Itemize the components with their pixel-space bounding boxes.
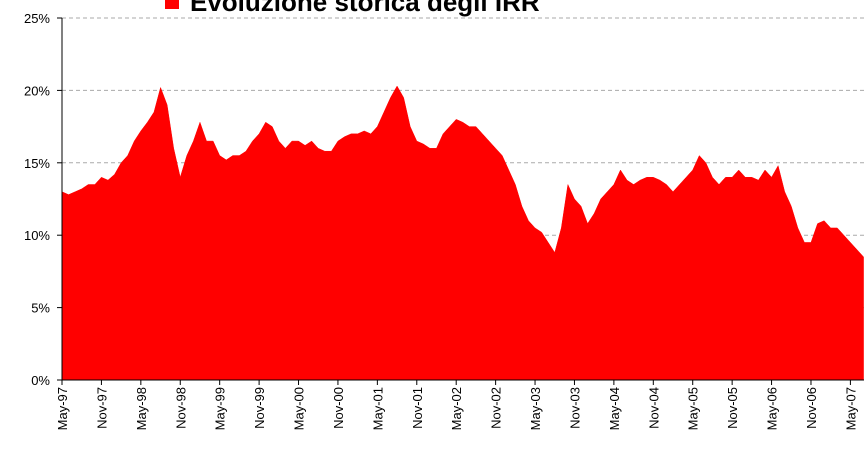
x-tick-label: May-98	[134, 387, 149, 430]
y-tick-label: 15%	[24, 156, 50, 171]
x-tick-label: May-05	[686, 387, 701, 430]
x-tick-label: May-02	[449, 387, 464, 430]
x-tick-label: May-97	[55, 387, 70, 430]
x-tick-label: Nov-97	[94, 387, 109, 429]
x-tick-label: Nov-02	[489, 387, 504, 429]
area	[61, 85, 864, 381]
x-tick-label: Nov-04	[646, 387, 661, 429]
x-tick-label: Nov-98	[173, 387, 188, 429]
x-tick-label: Nov-05	[725, 387, 740, 429]
legend-label: Evoluzione storica degli IRR	[190, 0, 540, 17]
x-tick-label: May-07	[843, 387, 858, 430]
x-tick-label: May-04	[607, 387, 622, 430]
y-tick-label: 25%	[24, 11, 50, 26]
x-tick-label: Nov-03	[567, 387, 582, 429]
x-tick-label: Nov-01	[410, 387, 425, 429]
y-tick-label: 5%	[31, 301, 50, 316]
x-tick-label: May-06	[765, 387, 780, 430]
x-tick-label: May-03	[528, 387, 543, 430]
x-tick-label: Nov-00	[331, 387, 346, 429]
y-tick-label: 0%	[31, 373, 50, 388]
y-tick-label: 20%	[24, 83, 50, 98]
x-tick-label: May-00	[292, 387, 307, 430]
x-tick-label: May-99	[213, 387, 228, 430]
x-tick-label: May-01	[370, 387, 385, 430]
y-tick-label: 10%	[24, 228, 50, 243]
x-tick-label: Nov-99	[252, 387, 267, 429]
x-tick-label: Nov-06	[804, 387, 819, 429]
legend-swatch	[165, 0, 179, 9]
